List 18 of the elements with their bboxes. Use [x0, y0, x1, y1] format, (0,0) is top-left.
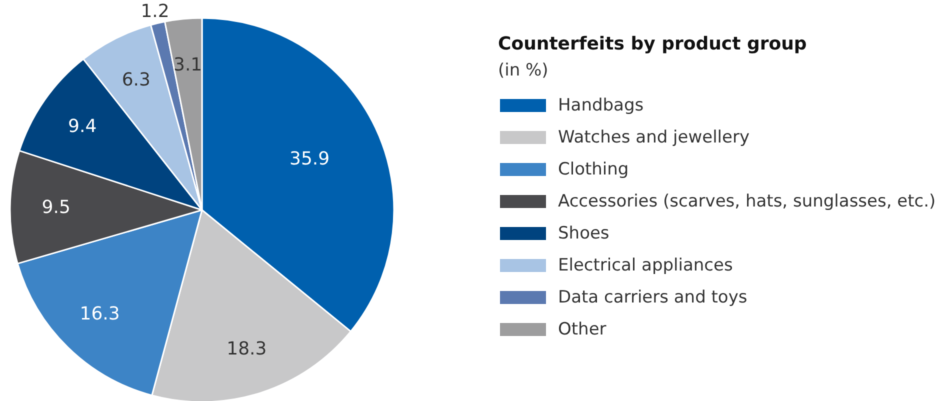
- data-label: 35.9: [290, 148, 330, 170]
- legend-label: Accessories (scarves, hats, sunglasses, etc.): [558, 192, 936, 212]
- text: Counterfeits by product group: [498, 34, 807, 54]
- data-label: 6.3: [122, 69, 150, 90]
- data-label: 1.2: [140, 0, 170, 22]
- data-label: 18.3: [226, 338, 267, 360]
- legend-label: Other: [558, 320, 606, 340]
- legend-label: Data carriers and toys: [558, 288, 748, 308]
- data-label: 16.3: [80, 304, 120, 325]
- data-label: 9.5: [42, 197, 70, 218]
- legend-label: Electrical appliances: [558, 256, 733, 276]
- legend-label: Handbags: [558, 96, 644, 116]
- legend-label: Shoes: [558, 224, 610, 244]
- data-label: 3.1: [173, 54, 202, 76]
- legend-label: Watches and jewellery: [558, 128, 750, 148]
- data-label: 9.4: [68, 116, 97, 137]
- legend-label: Clothing: [558, 160, 629, 180]
- text: (in %): [498, 60, 548, 80]
